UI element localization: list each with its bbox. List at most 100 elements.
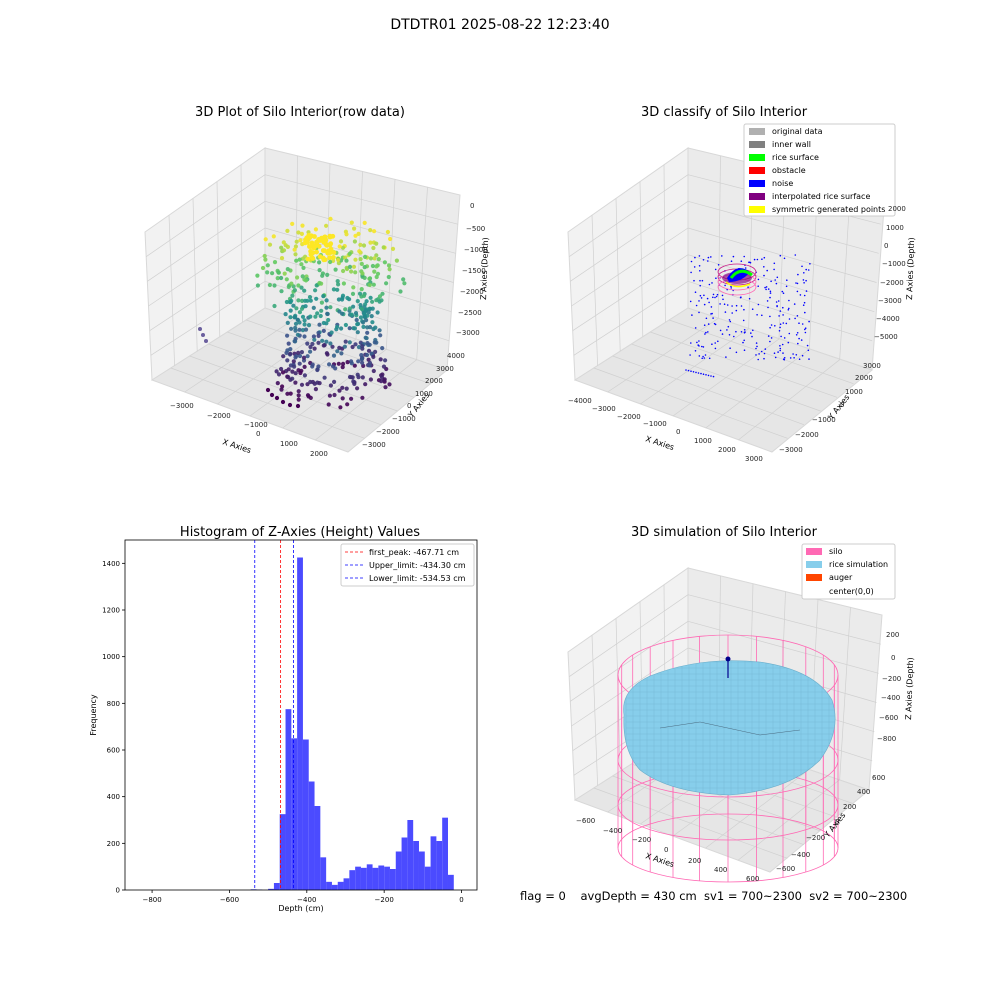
noise-point bbox=[766, 269, 768, 272]
data-point bbox=[344, 386, 349, 391]
data-point bbox=[292, 247, 297, 252]
panel-classify-3d: 3D classify of Silo Interior original da… bbox=[567, 105, 916, 463]
noise-point bbox=[802, 304, 805, 307]
data-point bbox=[267, 282, 272, 288]
data-point bbox=[288, 315, 293, 320]
data-point bbox=[372, 229, 377, 234]
data-point bbox=[359, 353, 364, 358]
data-point bbox=[345, 360, 350, 365]
data-point bbox=[285, 391, 290, 396]
histogram-bar bbox=[355, 866, 361, 890]
noise-point bbox=[729, 320, 732, 323]
legend-swatch-silo bbox=[806, 548, 822, 555]
data-point bbox=[379, 379, 384, 384]
noise-point bbox=[763, 256, 766, 259]
noise-point bbox=[743, 255, 745, 258]
data-point bbox=[374, 264, 379, 269]
legend-label: obstacle bbox=[772, 166, 806, 175]
noise-point bbox=[690, 342, 692, 344]
noise-point bbox=[698, 265, 701, 267]
noise-point bbox=[763, 357, 765, 360]
data-point bbox=[275, 276, 280, 281]
data-point bbox=[286, 284, 291, 289]
noise-point bbox=[698, 355, 701, 357]
data-point bbox=[338, 405, 343, 410]
data-point bbox=[297, 310, 302, 315]
z-tick: 0 bbox=[470, 202, 474, 210]
data-point bbox=[374, 298, 379, 303]
data-point bbox=[321, 343, 326, 348]
x-tick-label: −400 bbox=[297, 896, 316, 904]
histogram-bar bbox=[302, 739, 309, 890]
data-point bbox=[334, 327, 339, 332]
data-point bbox=[351, 379, 356, 384]
noise-point bbox=[756, 258, 759, 261]
grid-line bbox=[568, 174, 689, 257]
noise-point bbox=[786, 279, 788, 282]
data-point bbox=[343, 307, 348, 312]
noise-point bbox=[781, 290, 784, 293]
data-point bbox=[279, 256, 285, 261]
data-point bbox=[309, 240, 315, 246]
noise-point bbox=[692, 371, 695, 373]
y-tick-label: 200 bbox=[107, 840, 120, 848]
data-point bbox=[300, 328, 305, 333]
grid-line bbox=[192, 198, 198, 352]
data-point bbox=[375, 271, 381, 276]
data-point bbox=[283, 312, 288, 317]
center-marker bbox=[725, 656, 731, 662]
data-point bbox=[374, 253, 379, 258]
noise-point bbox=[751, 335, 753, 338]
data-point bbox=[322, 238, 328, 244]
data-point bbox=[308, 379, 313, 385]
legend-swatch-inner-wall bbox=[749, 141, 765, 148]
noise-point bbox=[775, 301, 778, 303]
data-point bbox=[386, 263, 392, 268]
histogram-bar bbox=[372, 867, 379, 890]
noise-point bbox=[735, 304, 738, 307]
y-tick: −3000 bbox=[779, 446, 803, 454]
legend-swatch-rice bbox=[806, 561, 822, 568]
legend-frame bbox=[801, 543, 896, 600]
noise-point bbox=[697, 344, 699, 346]
noise-point bbox=[769, 315, 771, 318]
data-point bbox=[316, 364, 321, 369]
data-point bbox=[340, 385, 345, 390]
noise-point bbox=[770, 324, 773, 326]
data-point bbox=[357, 291, 363, 296]
noise-point bbox=[717, 264, 720, 266]
data-point bbox=[332, 379, 337, 384]
noise-point bbox=[698, 340, 700, 342]
noise-point bbox=[714, 342, 716, 344]
noise-point bbox=[739, 296, 742, 299]
noise-point bbox=[693, 266, 696, 268]
grid-line bbox=[571, 647, 689, 727]
data-point bbox=[316, 243, 322, 249]
noise-point bbox=[740, 260, 743, 263]
data-point bbox=[384, 281, 389, 286]
data-point bbox=[276, 270, 281, 275]
noise-point bbox=[717, 340, 719, 343]
noise-point bbox=[753, 258, 756, 261]
noise-point bbox=[699, 284, 701, 287]
histogram-bar bbox=[389, 869, 396, 890]
noise-point bbox=[702, 355, 704, 358]
noise-point bbox=[704, 333, 706, 335]
data-point bbox=[313, 227, 318, 232]
noise-point bbox=[769, 340, 771, 343]
data-point bbox=[329, 330, 334, 335]
noise-point bbox=[779, 254, 782, 257]
noise-point bbox=[782, 352, 784, 354]
histogram-bar bbox=[291, 738, 298, 890]
z-tick: −1000 bbox=[882, 260, 906, 268]
data-point bbox=[279, 387, 284, 392]
data-point bbox=[285, 320, 290, 325]
data-point bbox=[318, 313, 323, 319]
data-point bbox=[293, 371, 298, 376]
noise-point bbox=[770, 280, 772, 283]
data-point bbox=[299, 262, 304, 267]
noise-point bbox=[748, 297, 751, 300]
panel-classify-title: 3D classify of Silo Interior bbox=[641, 105, 808, 120]
data-point bbox=[265, 270, 270, 275]
data-point bbox=[272, 283, 277, 288]
